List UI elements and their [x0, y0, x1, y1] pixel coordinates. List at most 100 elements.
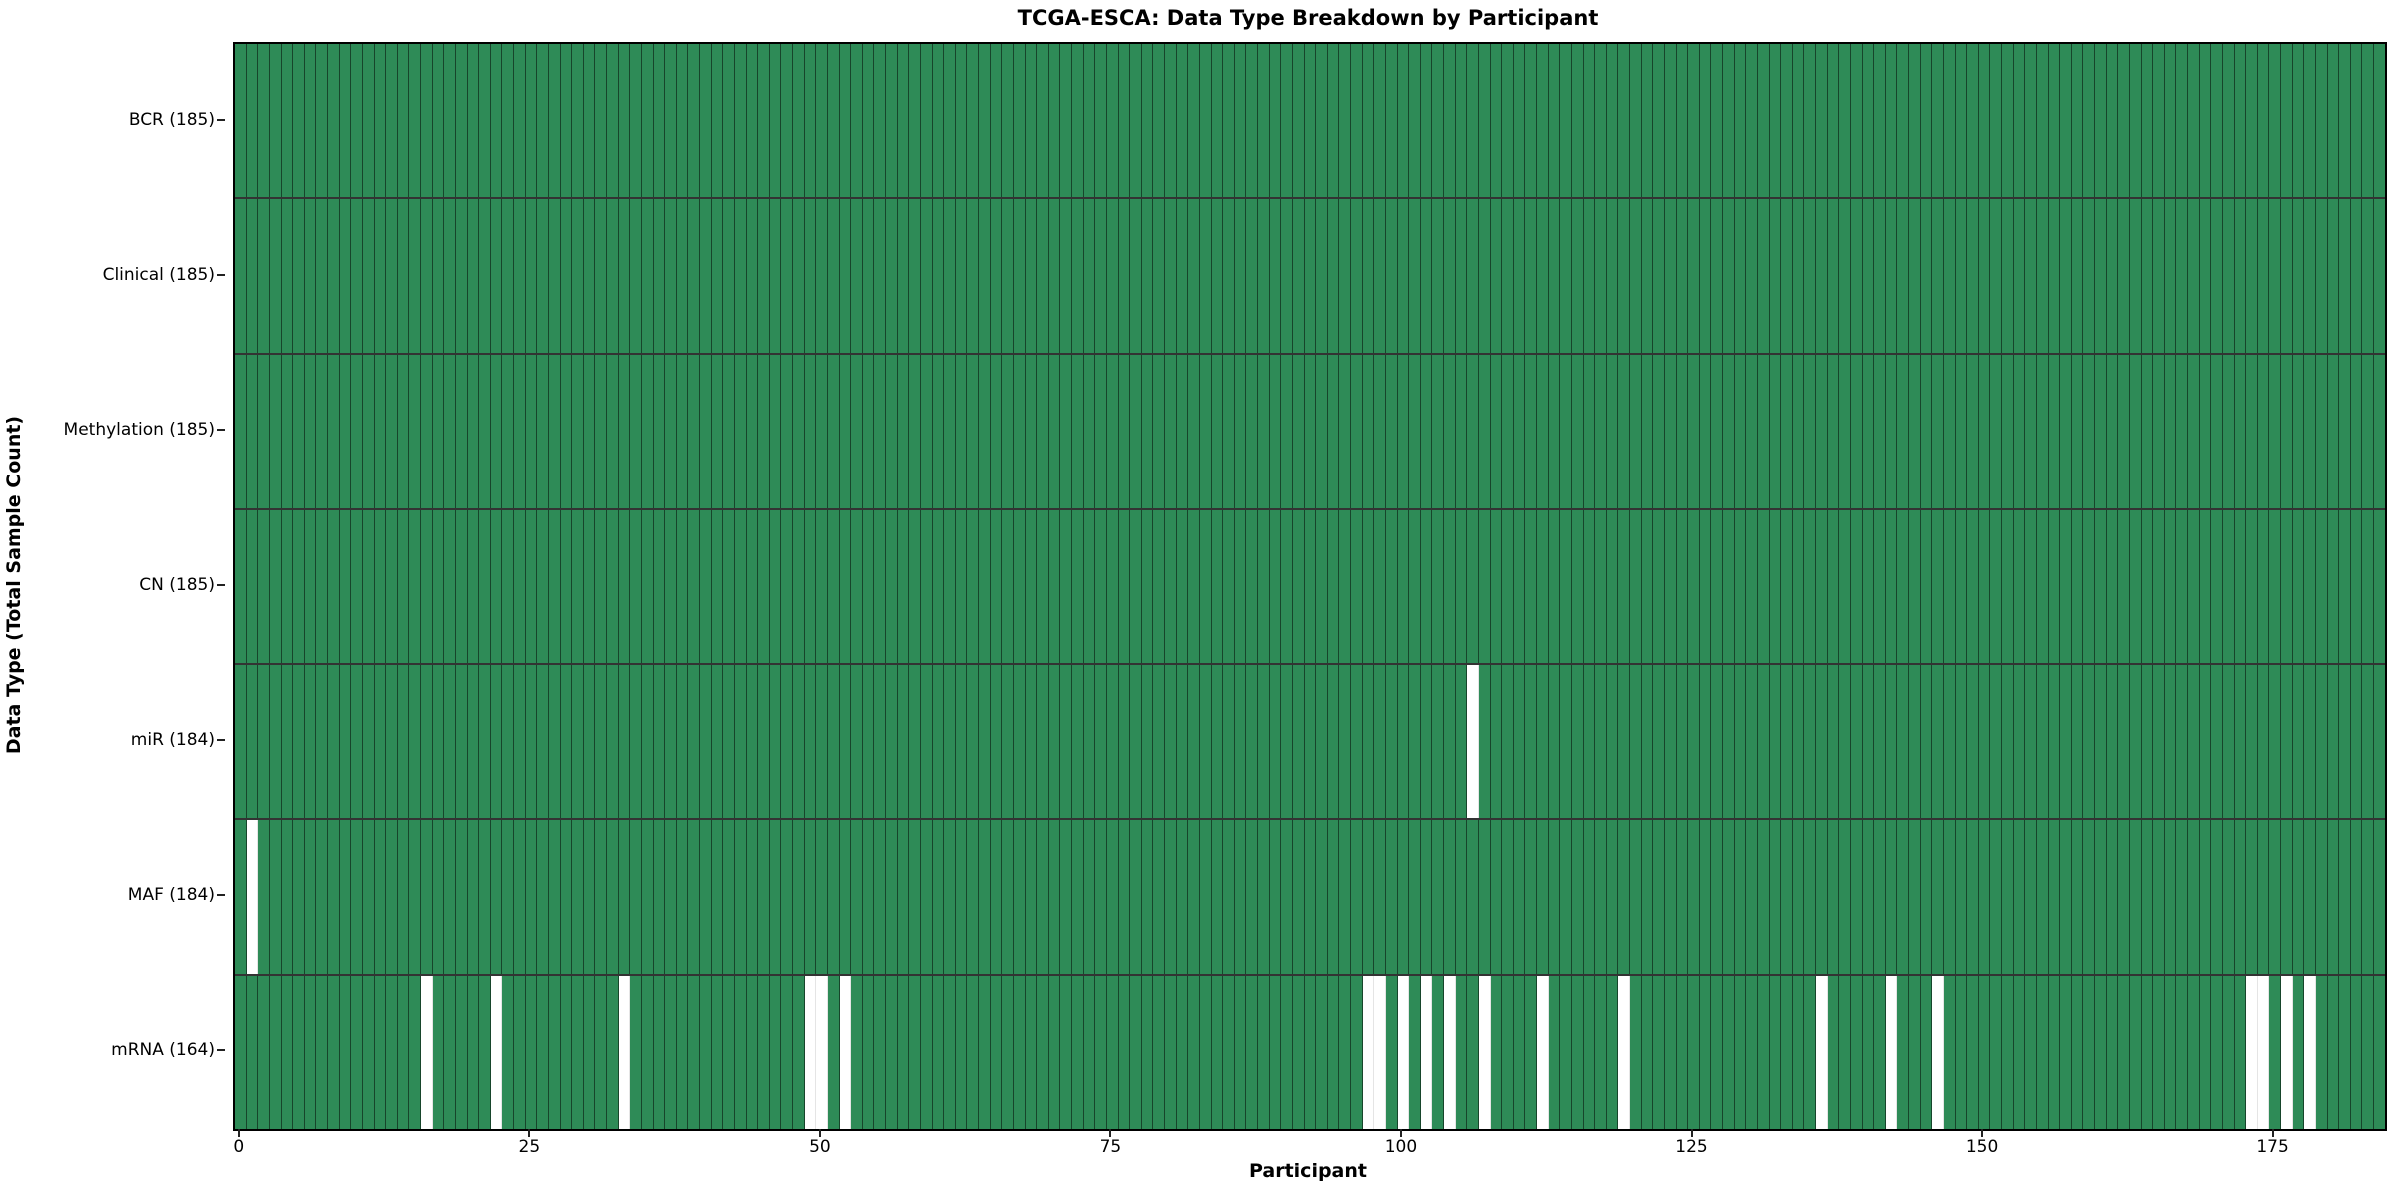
participant-cell	[1502, 665, 1514, 819]
participant-cell	[2257, 199, 2270, 353]
participant-cell	[2083, 820, 2095, 974]
participant-cell	[1711, 354, 1723, 508]
participant-cell	[1874, 354, 1886, 508]
y-tick-mark	[217, 893, 225, 896]
participant-cell	[1211, 975, 1224, 1129]
participant-cell	[1130, 44, 1142, 198]
participant-cell	[1909, 44, 1921, 198]
participant-cell	[1095, 509, 1107, 664]
participant-cell	[1165, 199, 1177, 353]
participant-cell	[1664, 820, 1677, 974]
participant-cell	[1025, 44, 1038, 198]
participant-cell	[444, 509, 456, 664]
participant-cell	[1397, 975, 1410, 1129]
participant-cell	[1234, 199, 1247, 353]
participant-cell	[1455, 975, 1468, 1129]
participant-cell	[1130, 354, 1142, 508]
participant-cell	[2141, 665, 2154, 819]
participant-cell	[1258, 975, 1270, 1129]
participant-cell	[1037, 354, 1049, 508]
participant-cell	[2234, 665, 2247, 819]
participant-cell	[1502, 354, 1514, 508]
participant-cell	[2327, 820, 2340, 974]
participant-cell	[1176, 820, 1189, 974]
participant-cell	[1804, 199, 1816, 353]
participant-cell	[944, 44, 956, 198]
participant-cell	[1653, 44, 1665, 198]
participant-cell	[1630, 44, 1642, 198]
participant-cell	[1490, 509, 1503, 664]
participant-cell	[1048, 975, 1061, 1129]
participant-cell	[1874, 975, 1886, 1129]
participant-cell	[688, 199, 700, 353]
participant-cell	[1513, 354, 1526, 508]
participant-cell	[304, 199, 317, 353]
participant-cell	[1490, 820, 1503, 974]
participant-cell	[630, 820, 642, 974]
participant-cell	[723, 820, 735, 974]
participant-cell	[2350, 665, 2363, 819]
participant-cell	[351, 199, 363, 353]
participant-cell	[1362, 509, 1375, 664]
participant-cell	[1560, 44, 1572, 198]
participant-cell	[1316, 820, 1328, 974]
participant-cell	[816, 975, 828, 1129]
participant-cell	[455, 665, 468, 819]
participant-cell	[444, 665, 456, 819]
participant-cell	[537, 509, 549, 664]
participant-cell	[351, 509, 363, 664]
participant-cell	[595, 44, 607, 198]
participant-cell	[328, 820, 340, 974]
participant-cell	[316, 665, 328, 819]
participant-cell	[1723, 44, 1735, 198]
participant-cell	[1920, 975, 1933, 1129]
participant-cell	[432, 509, 445, 664]
participant-cell	[1502, 199, 1514, 353]
participant-cell	[1746, 509, 1758, 664]
participant-cell	[2374, 975, 2385, 1129]
participant-cell	[1583, 975, 1596, 1129]
participant-cell	[1746, 199, 1758, 353]
participant-cell	[2281, 975, 2293, 1129]
participant-cell	[235, 820, 247, 974]
participant-cell	[2362, 820, 2374, 974]
participant-cell	[653, 509, 666, 664]
participant-cell	[607, 820, 619, 974]
participant-cell	[839, 665, 852, 819]
participant-cell	[1467, 820, 1479, 974]
participant-cell	[281, 199, 294, 353]
participant-cell	[2048, 199, 2061, 353]
participant-cell	[1037, 665, 1049, 819]
participant-cell	[502, 199, 514, 353]
participant-cell	[851, 44, 863, 198]
participant-cell	[246, 665, 259, 819]
participant-cell	[467, 44, 480, 198]
participant-cell	[2002, 44, 2014, 198]
participant-cell	[1304, 354, 1317, 508]
participant-cell	[1513, 975, 1526, 1129]
participant-cell	[246, 820, 259, 974]
participant-cell	[1653, 665, 1665, 819]
participant-cell	[1002, 665, 1014, 819]
participant-cell	[1990, 820, 2002, 974]
participant-cell	[2141, 820, 2154, 974]
participant-cell	[1281, 44, 1293, 198]
participant-cell	[2083, 509, 2095, 664]
participant-cell	[1420, 199, 1433, 353]
participant-cell	[1711, 975, 1723, 1129]
participant-cell	[2234, 975, 2247, 1129]
x-tick-mark	[1690, 1129, 1693, 1137]
participant-cell	[1013, 354, 1026, 508]
participant-cell	[920, 44, 933, 198]
participant-cell	[2106, 199, 2119, 353]
participant-cell	[1816, 354, 1828, 508]
participant-cell	[2304, 820, 2316, 974]
participant-cell	[793, 44, 805, 198]
participant-cell	[1781, 44, 1793, 198]
participant-cell	[1583, 665, 1596, 819]
participant-cell	[2071, 509, 2084, 664]
participant-cell	[1932, 354, 1944, 508]
participant-cell	[676, 820, 689, 974]
participant-cell	[1444, 975, 1456, 1129]
participant-cell	[1932, 199, 1944, 353]
